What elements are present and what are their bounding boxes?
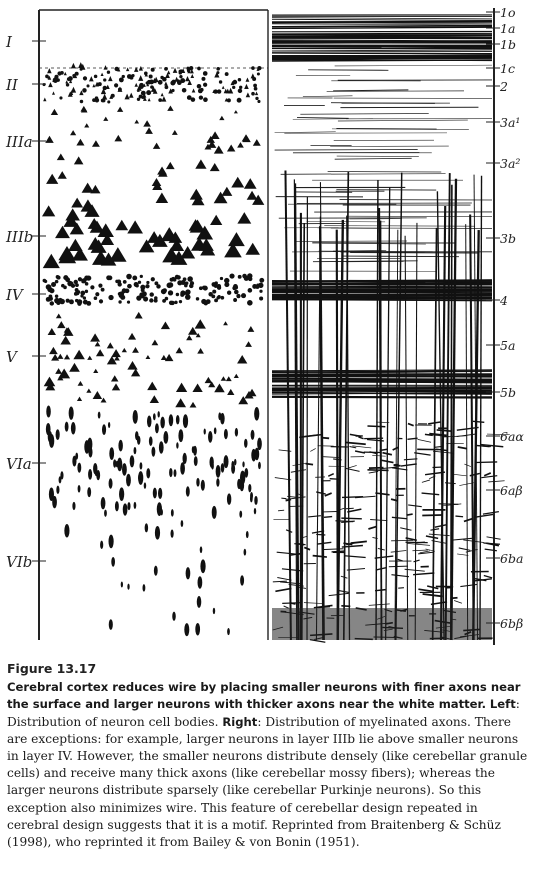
right-layer-label: 5a	[500, 338, 515, 353]
left-layer-label: V	[6, 348, 19, 366]
left-layer-label: I	[5, 33, 13, 51]
caption-body: Cerebral cortex reduces wire by placing …	[7, 679, 529, 851]
left-keyword: Left	[489, 697, 516, 712]
left-layer-label: IIIa	[5, 133, 33, 151]
left-layer-label: IIIb	[5, 228, 33, 246]
right-layer-label: 6aα	[500, 429, 524, 444]
neuron-cell-bodies-panel	[41, 62, 265, 637]
right-description: : Distribution of myelinated axons. Ther…	[7, 714, 528, 850]
right-layer-label: 1o	[500, 5, 515, 20]
left-description: : Distribution of neuron cell bodies.	[7, 697, 520, 729]
right-layer-label: 1b	[500, 37, 516, 52]
right-layer-label: 6bβ	[500, 616, 523, 631]
right-layer-label: 3b	[500, 231, 516, 246]
left-layer-label: IV	[5, 286, 25, 304]
right-layer-label: 6ba	[500, 551, 523, 566]
right-layer-label: 4	[499, 293, 508, 308]
right-layer-label: 1a	[500, 21, 515, 36]
right-layer-label: 3a¹	[500, 115, 520, 130]
right-layer-label: 5b	[500, 385, 516, 400]
right-keyword: Right	[222, 714, 258, 729]
right-layer-label: 2	[499, 79, 508, 94]
left-layer-label: VIb	[6, 553, 32, 571]
right-layer-label: 3a²	[500, 156, 520, 171]
figure-number: Figure 13.17	[7, 661, 97, 676]
myelinated-axons-panel	[271, 14, 510, 643]
figure-caption: Figure 13.17 Cerebral cortex reduces wir…	[7, 660, 529, 851]
right-layer-label: 6aβ	[500, 483, 523, 498]
right-layer-label: 1c	[500, 61, 515, 76]
left-layer-label: II	[5, 76, 19, 94]
left-layer-label: VIa	[6, 455, 32, 473]
caption-bold-sentence: Cerebral cortex reduces wire by placing …	[7, 680, 521, 712]
